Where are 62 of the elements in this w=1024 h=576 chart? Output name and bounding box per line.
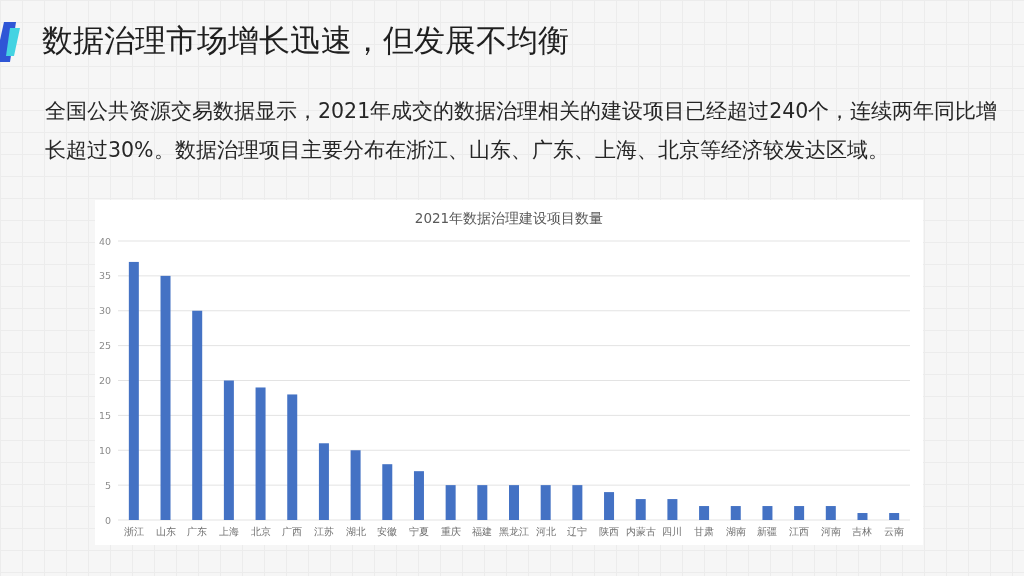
x-tick-label: 广东	[187, 526, 208, 537]
x-tick-label: 辽宁	[567, 526, 588, 537]
x-tick-label: 安徽	[377, 526, 398, 537]
x-tick-label: 黑龙江	[499, 526, 529, 537]
y-tick-label: 5	[104, 479, 111, 491]
bar	[318, 443, 329, 520]
y-tick-label: 35	[98, 270, 111, 282]
bar	[889, 513, 900, 520]
x-tick-label: 广西	[282, 526, 303, 537]
bar	[160, 275, 171, 520]
x-tick-label: 重庆	[440, 526, 461, 537]
x-tick-label: 河北	[535, 526, 556, 537]
bar	[667, 499, 678, 520]
x-tick-label: 江苏	[313, 526, 334, 537]
bar	[604, 492, 615, 520]
x-tick-label: 浙江	[123, 526, 144, 537]
bar	[857, 513, 868, 520]
bar	[635, 499, 646, 520]
x-tick-label: 上海	[218, 526, 239, 537]
bar	[794, 506, 805, 520]
y-tick-label: 20	[98, 375, 111, 386]
x-tick-label: 山东	[155, 526, 176, 537]
bar	[287, 394, 298, 520]
x-tick-label: 新疆	[757, 526, 778, 537]
x-tick-label: 四川	[662, 526, 683, 537]
bar	[699, 506, 710, 520]
bar	[128, 261, 139, 520]
y-tick-label: 40	[98, 235, 111, 247]
bar	[445, 485, 456, 520]
y-tick-label: 25	[98, 340, 111, 352]
x-tick-label: 湖南	[725, 526, 746, 537]
bar	[572, 485, 583, 520]
chart-title: 数据治理市场增长迅速，但发展不均衡	[42, 21, 569, 60]
y-tick-label: 10	[98, 444, 111, 456]
bar	[350, 450, 361, 520]
bar	[509, 485, 519, 520]
y-tick-label: 0	[104, 514, 111, 526]
x-tick-label: 内蒙古	[625, 526, 656, 537]
x-tick-label: 河南	[820, 526, 841, 537]
bar	[223, 380, 234, 520]
x-tick-label: 陕西	[599, 526, 620, 537]
x-tick-label: 福建	[472, 526, 493, 537]
y-tick-label: 15	[98, 409, 111, 421]
chart-subtitle: 全国公共资源交易数据显示，2021年成交的数据治理相关的建设项目已经超过240个，连续两年同比增长超过30%。数据治理项目主要分布在浙江、山东、广东、上海、北京等经济较发达区域。	[45, 98, 999, 164]
x-tick-label: 湖北	[345, 526, 366, 537]
bar	[413, 471, 424, 520]
x-tick-label: 吉林	[852, 526, 873, 537]
bar	[255, 387, 266, 520]
bar	[825, 506, 836, 520]
x-tick-label: 云南	[884, 526, 905, 537]
y-tick-label: 30	[98, 305, 111, 317]
text: 2021年数据治理建设项目数量	[414, 210, 604, 226]
bar	[730, 506, 741, 520]
x-tick-label: 宁夏	[408, 526, 429, 537]
bar	[540, 485, 551, 520]
x-tick-label: 江西	[789, 526, 810, 537]
x-tick-label: 北京	[250, 526, 271, 537]
bar	[762, 506, 773, 520]
bar	[192, 310, 203, 520]
bar	[382, 464, 393, 520]
x-tick-label: 甘肃	[694, 526, 715, 537]
bar	[477, 485, 488, 520]
